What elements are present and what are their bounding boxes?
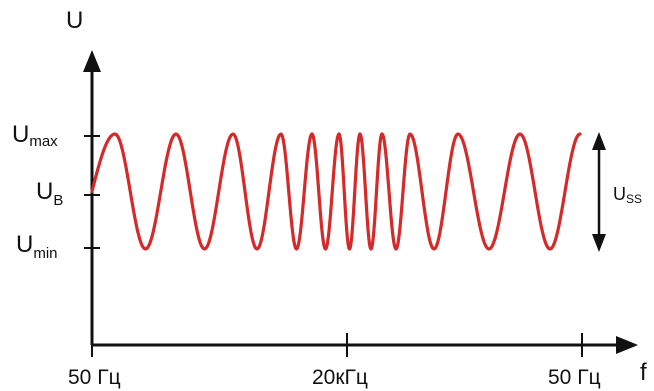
label-umax: Umax [12,121,58,150]
x-tick-label-3: 50 Гц [548,366,601,389]
x-axis-label: f [640,359,647,386]
x-tick-label-2: 20кГц [312,366,368,389]
y-axis-label: U [66,7,83,34]
amplitude-arrow-top [592,132,606,150]
y-axis-arrow [83,50,101,72]
label-ub: UB [36,178,63,209]
x-axis-arrow [616,336,638,354]
label-umin: Umin [16,231,58,262]
amplitude-arrow-bottom [592,234,606,252]
amplitude-label: USS [613,184,642,206]
sweep-signal [90,132,582,251]
x-tick-label-1: 50 Гц [68,366,121,389]
